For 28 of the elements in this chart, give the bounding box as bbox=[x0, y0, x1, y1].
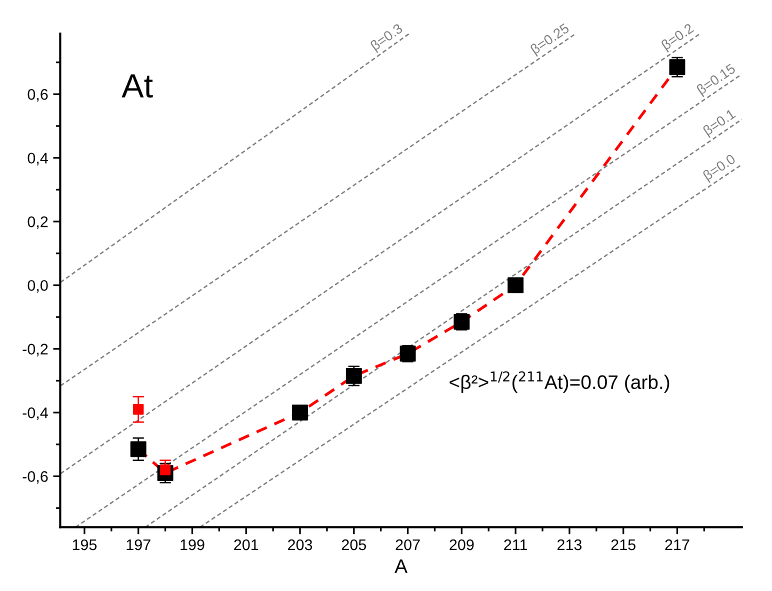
text: At bbox=[122, 74, 153, 98]
x-tick-label: 197 bbox=[126, 539, 150, 550]
y-tick-label: 0,6 bbox=[28, 89, 48, 102]
x-tick-label: 195 bbox=[72, 539, 97, 550]
point bbox=[508, 277, 524, 294]
y-tick-label: 0,0 bbox=[28, 280, 48, 293]
y-tick-label: -0,6 bbox=[22, 471, 48, 484]
x-tick-label: 207 bbox=[396, 539, 420, 550]
x-tick-label: 217 bbox=[665, 539, 690, 550]
point bbox=[130, 441, 146, 458]
y-tick-label: -0,2 bbox=[22, 344, 48, 356]
x-tick-label: 211 bbox=[504, 539, 527, 550]
y-tick-label: 0,4 bbox=[28, 152, 48, 166]
y-tick-label: 0,2 bbox=[28, 216, 48, 230]
x-tick-label: 213 bbox=[557, 539, 582, 550]
annotation: <β²>$^{1/2}$($^{211}$At)=0.07 (arb.) bbox=[450, 371, 670, 393]
x-tick-label: 205 bbox=[342, 539, 366, 550]
point bbox=[133, 404, 144, 415]
x-tick-label: 209 bbox=[450, 539, 474, 550]
x-tick-label: 215 bbox=[611, 539, 636, 550]
x-axis-title: A bbox=[394, 559, 408, 573]
point bbox=[292, 404, 308, 421]
point bbox=[346, 368, 362, 384]
x-tick-label: 203 bbox=[288, 539, 312, 550]
x-tick-label: 201 bbox=[234, 539, 258, 550]
y-tick-label: -0,4 bbox=[22, 407, 48, 420]
x-tick-label: 199 bbox=[180, 539, 204, 550]
point bbox=[669, 59, 686, 76]
